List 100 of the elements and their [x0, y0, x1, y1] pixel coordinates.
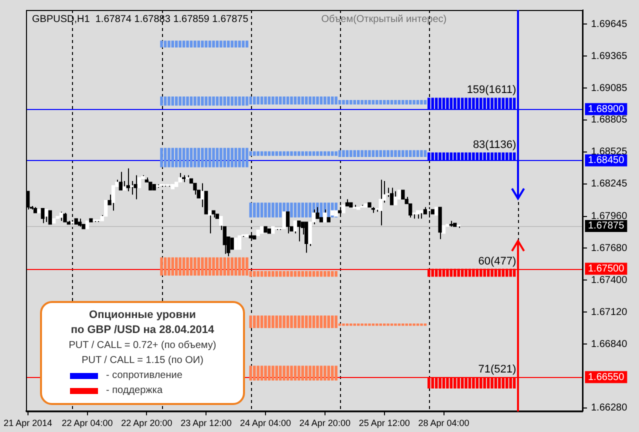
bar — [238, 40, 241, 48]
bar — [394, 100, 397, 105]
bar — [264, 271, 267, 277]
bar — [252, 151, 256, 156]
bar — [324, 366, 326, 381]
bar — [275, 96, 278, 105]
candlestick — [222, 226, 226, 254]
bar — [290, 96, 293, 105]
bar — [194, 148, 196, 168]
bar — [272, 96, 274, 105]
bar — [230, 148, 234, 168]
bar — [416, 150, 420, 157]
bar — [312, 366, 316, 381]
bar — [402, 150, 404, 157]
bar — [308, 202, 312, 218]
bar — [278, 271, 282, 277]
bar — [368, 100, 371, 105]
bar — [186, 257, 189, 276]
y-tick-label: 1.66840 — [591, 338, 628, 350]
bar — [264, 316, 267, 328]
bar — [360, 150, 364, 157]
bar — [405, 150, 408, 157]
bar — [268, 366, 271, 381]
bar — [327, 96, 330, 105]
bar — [268, 202, 271, 218]
candlestick — [104, 200, 108, 217]
bar — [353, 150, 356, 157]
bar — [298, 271, 300, 277]
candlestick — [378, 179, 382, 226]
x-tick-label: 24 Apr 04:00 — [240, 418, 292, 428]
candlestick — [126, 168, 130, 192]
bar — [346, 150, 349, 157]
bar — [316, 271, 319, 277]
bar — [424, 150, 427, 157]
annotation: 71(521) — [478, 364, 516, 376]
candlestick — [401, 190, 405, 200]
bar — [175, 96, 178, 106]
y-tick-label: 1.66280 — [591, 402, 628, 414]
bar — [275, 366, 278, 381]
bar — [186, 40, 189, 48]
bar — [182, 148, 186, 168]
bar — [275, 202, 278, 218]
bar — [256, 271, 260, 277]
bar — [290, 316, 293, 328]
y-tick-label: 1.68805 — [591, 114, 628, 126]
bar — [246, 257, 248, 276]
bar — [246, 96, 248, 106]
bar — [164, 148, 167, 168]
bar — [264, 96, 267, 105]
bar — [256, 151, 260, 156]
bar — [194, 96, 196, 106]
candlestick — [40, 208, 45, 224]
bar — [230, 96, 234, 106]
bar — [338, 150, 342, 157]
bar — [252, 271, 256, 277]
bar — [298, 316, 300, 328]
bar — [168, 148, 170, 168]
bar — [190, 148, 193, 168]
bar — [308, 271, 312, 277]
bar — [278, 202, 282, 218]
y-tick-label: 1.67960 — [591, 211, 628, 222]
bar — [334, 96, 338, 105]
annotation: Опционные уровни — [88, 308, 197, 324]
bar — [223, 40, 226, 48]
bar — [171, 40, 174, 48]
bar — [301, 96, 304, 105]
bar — [353, 100, 356, 105]
bar — [212, 148, 215, 168]
bar — [160, 40, 163, 48]
x-tick-label: 21 Apr 2014 — [4, 418, 52, 428]
bar — [252, 316, 256, 328]
bar — [379, 100, 382, 105]
bar — [204, 148, 208, 168]
bar — [376, 100, 378, 105]
bar — [298, 96, 300, 105]
bar — [286, 366, 290, 381]
bar — [249, 202, 252, 218]
bar — [308, 96, 312, 105]
y-tick-label: 1.69645 — [591, 18, 628, 30]
candlestick — [394, 190, 398, 206]
x-tick-label: 24 Apr 20:00 — [299, 418, 350, 428]
bar — [342, 150, 345, 157]
bar — [260, 202, 264, 218]
bar — [197, 148, 200, 168]
y-tick-label: 1.67400 — [591, 274, 628, 286]
bar — [304, 366, 308, 381]
bar — [412, 100, 416, 105]
bar — [216, 40, 219, 48]
candlestick — [230, 238, 234, 250]
bar — [208, 148, 212, 168]
bar — [160, 148, 163, 168]
bar — [264, 151, 267, 156]
bar — [308, 316, 312, 328]
bar — [252, 366, 256, 381]
bar — [350, 150, 352, 157]
bar — [316, 316, 319, 328]
bar — [204, 96, 208, 106]
bar — [364, 150, 368, 157]
bar — [216, 148, 219, 168]
x-tick-label: 25 Apr 12:00 — [358, 418, 410, 428]
